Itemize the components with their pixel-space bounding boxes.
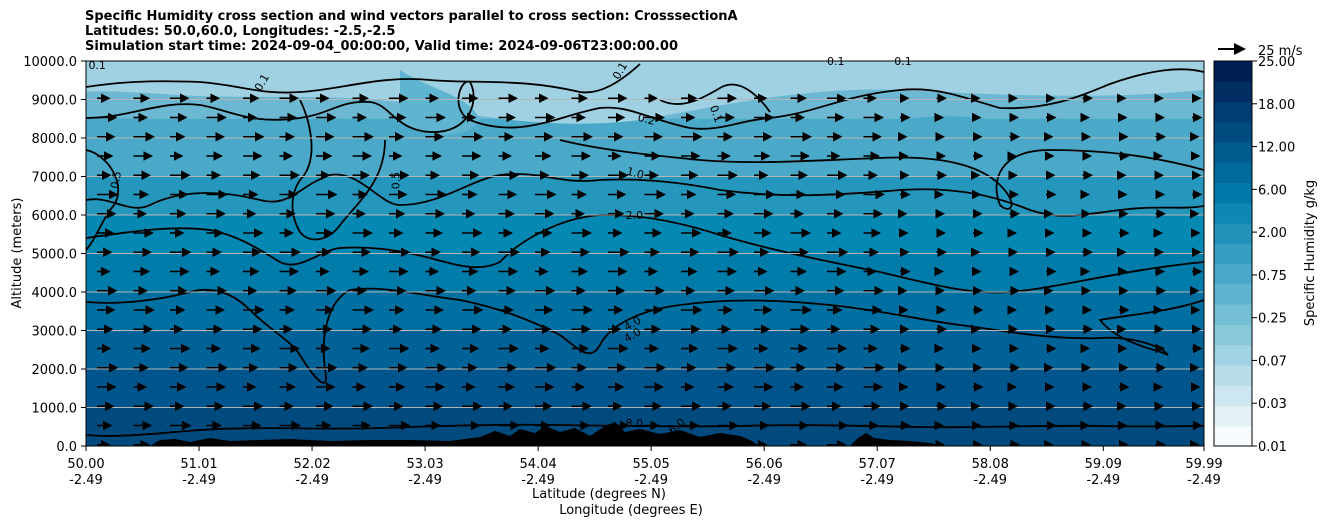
x-tick-label-lat: 55.05 (633, 457, 670, 472)
x-tick-label-lon: -2.49 (973, 473, 1007, 488)
x-tick-label-lat: 51.01 (180, 457, 217, 472)
colorbar-segment (1214, 101, 1252, 123)
x-tick-label-lon: -2.49 (634, 473, 668, 488)
y-tick-label: 0.0 (56, 440, 77, 455)
contour-label: 8.0 (626, 417, 644, 430)
title-line-2: Latitudes: 50.0,60.0, Longitudes: -2.5,-… (85, 24, 396, 39)
colorbar-tick-label: 12.00 (1258, 141, 1295, 156)
contour-label: 0.2 (636, 111, 656, 128)
x-tick-label-lat: 59.99 (1185, 457, 1222, 472)
colorbar-tick-label: 0.01 (1258, 440, 1287, 455)
colorbar-tick-label: 18.00 (1258, 98, 1295, 113)
colorbar-segment (1214, 283, 1252, 305)
x-tick-label-lon: -2.49 (747, 473, 781, 488)
colorbar-tick-label: 25.00 (1258, 55, 1295, 70)
y-tick-label: 9000.0 (32, 94, 78, 109)
x-tick-label-lat: 59.09 (1085, 457, 1122, 472)
x-tick-label-lon: -2.49 (295, 473, 329, 488)
colorbar-segment (1214, 243, 1252, 265)
y-tick-label: 3000.0 (32, 325, 78, 340)
colorbar-segment (1214, 344, 1252, 366)
colorbar-segment (1214, 182, 1252, 204)
contour-label: 0.5 (108, 170, 124, 189)
x-tick-label-lon: -2.49 (182, 473, 216, 488)
y-tick-label: 10000.0 (23, 55, 77, 70)
y-tick-label: 1000.0 (32, 402, 78, 417)
y-tick-label: 6000.0 (32, 209, 78, 224)
colorbar-tick-label: 2.00 (1258, 226, 1287, 241)
moist-patch (900, 116, 1070, 162)
colorbar-segment (1214, 385, 1252, 406)
dry-region (86, 61, 1204, 124)
x-tick-label-lat: 52.02 (293, 457, 330, 472)
x-axis-ticks: 50.00-2.4951.01-2.4952.02-2.4953.03-2.49… (67, 446, 1223, 488)
y-tick-label: 4000.0 (32, 286, 78, 301)
colorbar-segment (1214, 364, 1252, 386)
y-axis-label: Altitude (meters) (10, 198, 25, 309)
colorbar-segment (1214, 61, 1252, 82)
colorbar-ticks: 0.01 0.03 0.07 0.25 0.75 2.00 6.00 12.00 18.00 25… (1252, 55, 1295, 455)
x-tick-label-lon: -2.49 (1187, 473, 1221, 488)
colorbar-segment (1214, 202, 1252, 224)
colorbar-segment (1214, 405, 1252, 427)
contour-label: 0.5 (389, 172, 402, 190)
colorbar-tick-label: 0.75 (1258, 269, 1287, 284)
colorbar-segment (1214, 263, 1252, 285)
colorbar-segment (1214, 162, 1252, 184)
contour-labels: 0.10.10.5 0.50.10.10.20.1 0.11.02.04.04.08… (88, 55, 911, 437)
x-tick-label-lat: 56.06 (746, 457, 783, 472)
chart-title: Specific Humidity cross section and wind… (85, 9, 738, 54)
x-tick-label-lon: -2.49 (521, 473, 555, 488)
colorbar-tick-label: 0.07 (1258, 354, 1287, 369)
colorbar-segment (1214, 304, 1252, 325)
colorbar (1214, 61, 1252, 447)
contour-0.2 (86, 68, 1204, 133)
x-tick-label-lon: -2.49 (408, 473, 442, 488)
colorbar-segment (1214, 223, 1252, 244)
colorbar-segment (1214, 81, 1252, 103)
contour-label: 1.0 (625, 165, 645, 182)
x-tick-label-lon: -2.49 (69, 473, 103, 488)
x-axis-label-lon: Longitude (degrees E) (559, 503, 703, 518)
title-line-1: Specific Humidity cross section and wind… (85, 9, 738, 24)
colorbar-tick-label: 6.00 (1258, 183, 1287, 198)
contour-label: 0.1 (707, 103, 725, 124)
contour-4.0 (86, 287, 1204, 384)
x-tick-label-lat: 54.04 (520, 457, 557, 472)
title-line-3: Simulation start time: 2024-09-04_00:00:… (85, 39, 678, 54)
colorbar-segment (1214, 142, 1252, 163)
y-tick-label: 5000.0 (32, 248, 78, 263)
x-tick-label-lat: 50.00 (67, 457, 104, 472)
quiver-key-label: 25 m/s (1258, 44, 1303, 59)
colorbar-segment (1214, 425, 1252, 447)
moist-patch (400, 70, 480, 135)
x-tick-label-lat: 58.08 (972, 457, 1009, 472)
x-tick-label-lon: -2.49 (860, 473, 894, 488)
wind-vectors (97, 93, 1203, 446)
contour-label: 2.0 (626, 209, 644, 222)
x-tick-label-lat: 57.07 (859, 457, 896, 472)
x-tick-label-lon: -2.49 (1086, 473, 1120, 488)
colorbar-tick-label: 0.25 (1258, 312, 1287, 327)
contour-1.0 (86, 173, 1204, 217)
colorbar-label: Specific Humidity g/kg (1303, 180, 1318, 326)
contour-label: 0.1 (88, 59, 106, 72)
y-tick-label: 2000.0 (32, 363, 78, 378)
terrain (150, 422, 945, 446)
colorbar-frame (1213, 60, 1253, 447)
y-axis-ticks: 0.0 1000.0 2000.0 3000.0 4000.0 5000.0 6000.0 7… (23, 55, 86, 455)
x-axis-label-lat: Latitude (degrees N) (532, 487, 666, 502)
colorbar-segment (1214, 324, 1252, 346)
colorbar-segment (1214, 121, 1252, 143)
colorbar-tick-label: 0.03 (1258, 397, 1287, 412)
y-tick-label: 7000.0 (32, 171, 78, 186)
x-tick-label-lat: 53.03 (406, 457, 443, 472)
y-tick-label: 8000.0 (32, 132, 78, 147)
